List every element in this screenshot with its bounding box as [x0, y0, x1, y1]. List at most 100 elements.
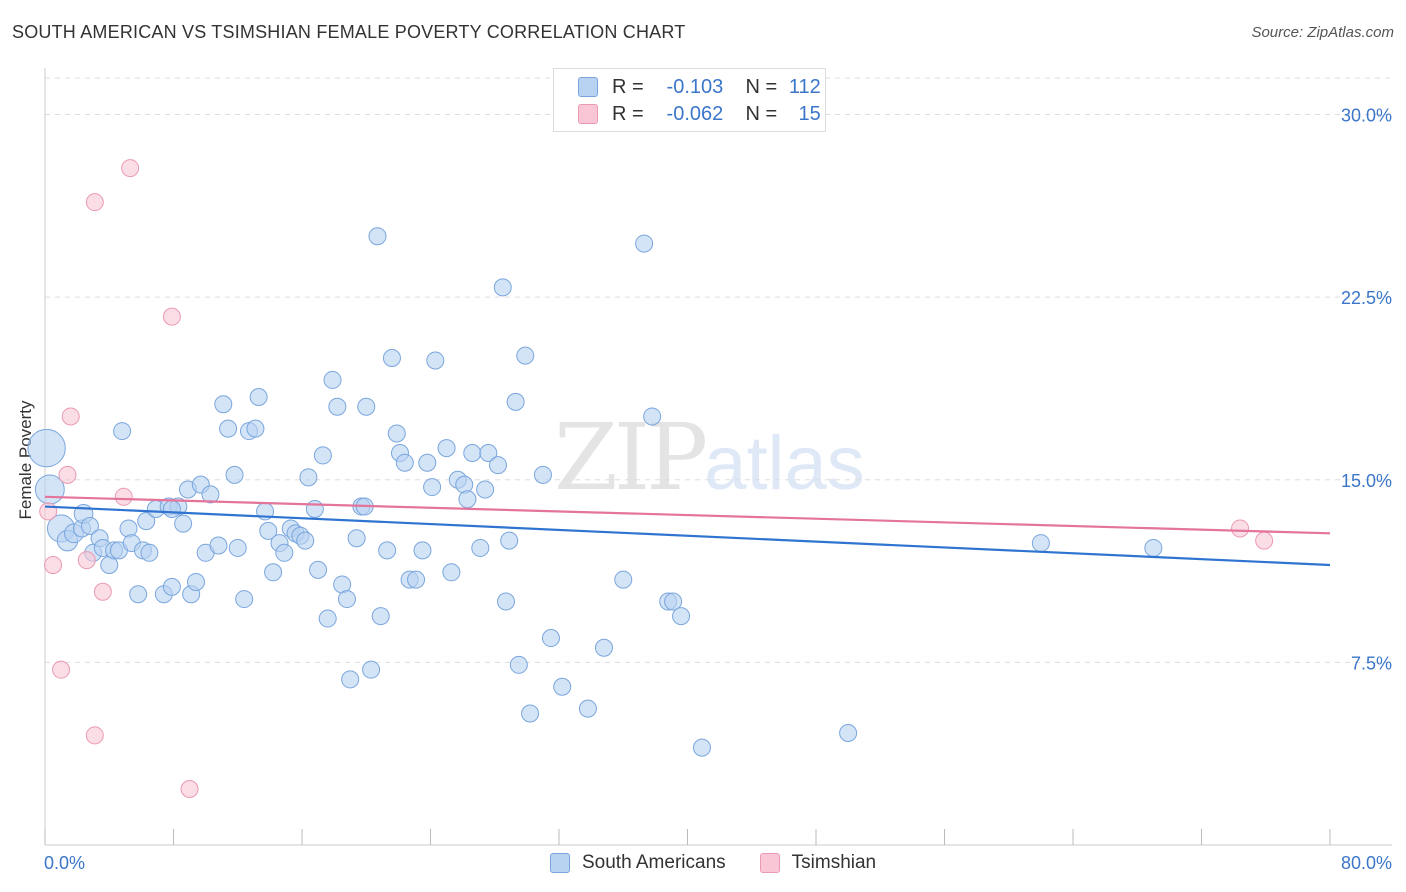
- south-american-point: [471, 538, 490, 557]
- south-american-point: [162, 577, 181, 596]
- watermark: ZIPatlas: [554, 404, 865, 511]
- south-american-point: [378, 541, 397, 560]
- south-american-point: [413, 541, 432, 560]
- south-american-point: [458, 490, 477, 509]
- south-american-point: [500, 531, 519, 550]
- watermark-atlas: atlas: [704, 421, 865, 506]
- south-american-point: [553, 677, 572, 696]
- south-american-point: [488, 456, 507, 475]
- south-american-point: [174, 514, 193, 533]
- south-american-point: [296, 531, 315, 550]
- south-american-point: [318, 609, 337, 628]
- legend-r-value: -0.062: [666, 102, 724, 125]
- tsimshian-point: [121, 159, 140, 178]
- x-tick-label: 0.0%: [44, 853, 85, 873]
- south-american-point: [209, 536, 228, 555]
- south-american-point: [442, 563, 461, 582]
- south-american-point: [341, 670, 360, 689]
- tsimshian-point: [39, 502, 58, 521]
- y-tick-label: 22.5%: [1341, 288, 1392, 308]
- chart-source: Source: ZipAtlas.com: [1251, 24, 1394, 41]
- south-american-point: [309, 560, 328, 579]
- south-american-point: [643, 407, 662, 426]
- tsimshian-point: [1231, 519, 1250, 538]
- tsimshian-point: [77, 551, 96, 570]
- y-tick-label: 15.0%: [1341, 471, 1392, 491]
- legend-r-value: -0.103: [666, 75, 724, 98]
- legend-swatch-pink: [578, 104, 598, 124]
- south-american-point: [516, 346, 535, 365]
- south-american-point: [337, 590, 356, 609]
- south-american-point: [387, 424, 406, 443]
- south-american-point: [521, 704, 540, 723]
- south-american-point: [1031, 534, 1050, 553]
- south-american-point: [463, 443, 482, 462]
- south-american-point: [347, 529, 366, 548]
- stats-legend: R = -0.103 N = 112 R = -0.062 N = 15: [553, 68, 826, 132]
- tsimshian-point: [52, 660, 71, 679]
- tsimshian-point: [162, 307, 181, 326]
- south-american-point: [672, 607, 691, 626]
- south-american-point: [506, 392, 525, 411]
- south-american-point: [305, 499, 324, 518]
- legend-n-value: 15: [798, 102, 821, 125]
- legend-row-tsimshian: R = -0.062 N = 15: [578, 102, 821, 126]
- legend-n-label: N =: [745, 75, 778, 98]
- legend-swatch-blue: [550, 853, 570, 873]
- south-american-point: [476, 480, 495, 499]
- tsimshian-point: [61, 407, 80, 426]
- south-american-point: [228, 538, 247, 557]
- tsimshian-point: [180, 779, 199, 798]
- legend-r-label: R =: [612, 102, 644, 125]
- south-american-point: [80, 517, 99, 536]
- south-american-point: [664, 592, 683, 611]
- south-american-point: [214, 395, 233, 414]
- south-american-point: [426, 351, 445, 370]
- legend-swatch-blue: [578, 77, 598, 97]
- south-american-point: [839, 723, 858, 742]
- south-american-point: [328, 397, 347, 416]
- tsimshian-point: [85, 193, 104, 212]
- south-american-point: [371, 607, 390, 626]
- south-american-point: [249, 387, 268, 406]
- south-american-point: [437, 439, 456, 458]
- south-american-point: [418, 453, 437, 472]
- south-american-point: [225, 465, 244, 484]
- south-american-point: [423, 478, 442, 497]
- legend-n-value: 112: [788, 75, 821, 98]
- south-american-point: [395, 453, 414, 472]
- south-american-point: [635, 234, 654, 253]
- south-american-point: [162, 499, 181, 518]
- south-american-point: [368, 227, 387, 246]
- tsimshian-point: [114, 487, 133, 506]
- south-american-point: [186, 573, 205, 592]
- legend-label: South Americans: [582, 852, 726, 873]
- south-american-point: [533, 465, 552, 484]
- legend-item-south-americans[interactable]: South Americans: [550, 852, 726, 874]
- south-american-point: [235, 590, 254, 609]
- legend-item-tsimshian[interactable]: Tsimshian: [759, 852, 877, 874]
- south-american-point: [275, 543, 294, 562]
- south-american-point: [594, 638, 613, 657]
- south-american-point: [541, 629, 560, 648]
- legend-swatch-pink: [759, 853, 780, 873]
- tsimshian-trendline: [44, 495, 1331, 535]
- south-american-point: [119, 519, 138, 538]
- south-american-point: [27, 428, 66, 468]
- south-american-point: [259, 521, 278, 540]
- south-american-trendline: [44, 505, 1331, 567]
- legend-label: Tsimshian: [791, 852, 877, 873]
- south-american-point: [219, 419, 238, 438]
- south-american-point: [614, 570, 633, 589]
- y-tick-label: 30.0%: [1341, 106, 1392, 126]
- legend-n-label: N =: [745, 102, 778, 125]
- south-american-point: [382, 349, 401, 368]
- south-american-point: [113, 422, 132, 441]
- south-american-point: [140, 543, 159, 562]
- south-american-point: [201, 485, 220, 504]
- y-tick-label: 7.5%: [1351, 653, 1392, 673]
- tsimshian-point: [1255, 531, 1274, 550]
- tsimshian-point: [58, 465, 77, 484]
- series-legend: South Americans Tsimshian: [550, 852, 910, 874]
